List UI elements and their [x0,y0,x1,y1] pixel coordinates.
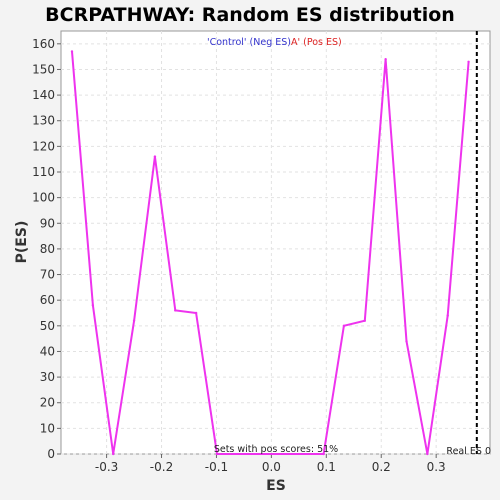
x-tick-label: 0.0 [262,460,281,474]
series-point [467,60,470,63]
series-point [322,452,325,456]
y-tick-label: 110 [32,165,55,179]
y-tick-label: 160 [32,37,55,51]
series-point [446,314,449,317]
y-tick-label: 20 [40,396,55,410]
series-point [91,304,95,307]
series-point [405,340,408,343]
legend-neg: 'Control' (Neg ES) [207,37,291,48]
x-tick-label: 0.3 [427,460,446,474]
y-tick-label: 30 [40,370,55,384]
axis-ticks: 0 10 20 30 40 50 60 70 80 90 100 110 120 130 140 150 160… [32,37,446,474]
series-point [363,319,366,322]
sets-pos-annotation: Sets with pos scores: 51% [214,444,338,455]
series-group [70,50,470,456]
series-point [426,452,429,456]
y-tick-label: 60 [40,293,55,307]
y-tick-label: 100 [32,191,55,205]
y-tick-label: 130 [32,114,55,128]
grid-lines [61,31,490,455]
y-tick-label: 40 [40,344,55,358]
series-point [174,309,177,312]
y-tick-label: 120 [32,139,55,153]
y-tick-label: 0 [47,447,55,461]
y-tick-label: 90 [40,216,55,230]
series-line [71,51,470,455]
series-point [384,58,387,61]
y-tick-label: 150 [32,62,55,76]
x-tick-label: -0.1 [205,460,228,474]
y-axis-label: P(ES) [14,221,30,264]
real-es-annotation: Real ES 0 [446,446,491,457]
legend-pos: A' (Pos ES) [291,37,342,48]
y-tick-label: 10 [40,421,55,435]
series-point [70,50,74,53]
series-point [194,311,198,315]
series-point [153,155,157,158]
y-tick-label: 140 [32,88,55,102]
y-tick-label: 80 [40,242,55,256]
series-point [215,452,219,456]
y-tick-label: 70 [40,268,55,282]
x-tick-label: 0.1 [317,460,336,474]
x-tick-label: 0.2 [372,460,391,474]
series-point [132,319,136,322]
chart-title: BCRPATHWAY: Random ES distribution [45,4,455,26]
series-point [342,324,346,328]
x-tick-label: -0.2 [150,460,173,474]
x-tick-label: -0.3 [95,460,118,474]
plot-area [60,30,491,455]
series-point [111,452,115,456]
x-axis-label: ES [266,478,286,494]
y-tick-label: 50 [40,319,55,333]
